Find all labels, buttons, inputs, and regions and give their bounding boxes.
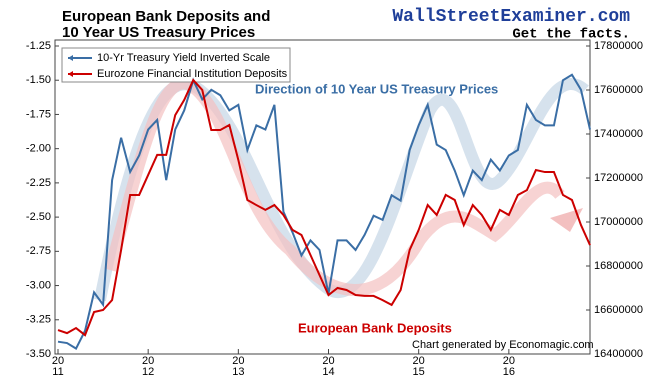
x-tick-label: 20 13 (232, 355, 245, 378)
tagline: Get the facts. (512, 27, 630, 43)
legend-arrow (68, 71, 73, 77)
trend-arrow (550, 208, 583, 232)
x-tick-label: 20 14 (322, 355, 335, 378)
y2-tick-label: 16400000 (594, 348, 643, 360)
y-tick-label: -2.50 (26, 211, 51, 223)
y-tick-label: -2.75 (26, 245, 51, 257)
x-tick-label: 20 15 (412, 355, 425, 378)
y-tick-label: -3.25 (26, 314, 51, 326)
credit: Chart generated by Economagic.com (412, 339, 594, 351)
plot-frame (54, 39, 591, 355)
y2-tick-label: 16800000 (594, 260, 643, 272)
legend-label: Eurozone Financial Institution Deposits (97, 68, 288, 80)
y-tick-label: -3.50 (26, 348, 51, 360)
y2-tick-label: 17200000 (594, 172, 643, 184)
legend-arrow (68, 55, 73, 61)
y2-tick-label: 16600000 (594, 304, 643, 316)
y-tick-label: -1.25 (26, 40, 51, 52)
legend (61, 47, 291, 83)
brand: WallStreetExaminer.com (392, 7, 630, 27)
y2-tick-label: 17400000 (594, 128, 643, 140)
series-line (57, 78, 591, 337)
chart-subtitle: 10 Year US Treasury Prices (62, 24, 255, 41)
x-tick-label: 20 12 (142, 355, 155, 378)
y-tick-label: -1.75 (26, 108, 51, 120)
x-tick-label: 20 11 (51, 355, 65, 378)
legend-label: 10-Yr Treasury Yield Inverted Scale (97, 52, 270, 64)
annotation: European Bank Deposits (298, 320, 452, 335)
y2-tick-label: 17000000 (594, 216, 643, 228)
y-tick-label: -2.00 (26, 143, 51, 155)
x-tick-label: 20 16 (502, 355, 515, 378)
chart-title: European Bank Deposits and (62, 8, 270, 25)
series-line (57, 73, 591, 350)
trend-red (104, 77, 565, 296)
y-tick-label: -1.50 (26, 74, 51, 86)
y-tick-label: -2.25 (26, 177, 51, 189)
y2-tick-label: 17800000 (594, 40, 643, 52)
y-tick-label: -3.00 (26, 279, 51, 291)
y2-tick-label: 17600000 (594, 84, 643, 96)
annotation: Direction of 10 Year US Treasury Prices (255, 81, 498, 96)
